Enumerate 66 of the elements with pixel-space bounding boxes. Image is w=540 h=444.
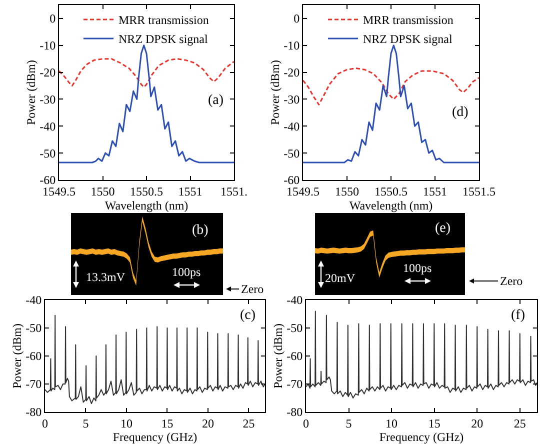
y-tick-label: -20: [284, 66, 300, 80]
x-tick-label: 15: [161, 416, 174, 430]
x-tick-label: 5: [82, 416, 89, 430]
y-tick-label: -50: [40, 146, 56, 160]
line-series: [306, 310, 537, 398]
line-series: [303, 44, 479, 164]
legend-label: NRZ DPSK signal: [118, 32, 209, 46]
y-tick-label: 0: [294, 12, 300, 26]
legend-label: MRR transmission: [118, 13, 209, 28]
x-axis-title: Wavelength (nm): [104, 198, 188, 212]
x-axis-title: Frequency (GHz): [112, 430, 198, 444]
annotation: (a): [208, 93, 224, 108]
x-tick-label: 20: [202, 416, 214, 430]
y-axis-title: Power (dBm): [24, 60, 38, 125]
text: Zero: [500, 274, 523, 288]
y-tick-label: -50: [26, 321, 42, 336]
y-tick-label: -60: [26, 349, 42, 364]
text: (b): [192, 223, 209, 238]
y-tick-label: -80: [26, 405, 42, 420]
x-tick-label: 5: [346, 416, 352, 430]
y-tick-label: -10: [284, 38, 300, 53]
y-tick-label: -60: [286, 349, 303, 364]
text: Zero: [241, 282, 264, 296]
y-axis-title: Power (dBm): [270, 324, 285, 388]
legend-label: NRZ DPSK signal: [363, 32, 454, 46]
x-tick-label: 20: [471, 416, 484, 430]
y-axis-title: Power (dBm): [268, 60, 282, 125]
y-tick-label: -80: [286, 405, 303, 420]
x-tick-label: 10: [120, 416, 132, 430]
y-tick-label: -50: [286, 321, 303, 336]
y-tick-label: -50: [284, 146, 300, 160]
y-tick-label: -10: [40, 38, 56, 53]
annotation: (d): [452, 105, 469, 120]
legend-label: MRR transmission: [363, 13, 454, 28]
line-series: [303, 68, 479, 106]
x-tick-label: 15: [428, 416, 440, 430]
x-tick-label: 10: [386, 416, 398, 430]
y-tick-label: -40: [284, 119, 300, 134]
y-tick-label: -40: [40, 119, 56, 134]
y-tick-label: -40: [26, 293, 42, 308]
x-axis-title: Wavelength (nm): [349, 198, 433, 212]
text: 13.3mV: [86, 270, 126, 284]
x-tick-label: 1550.5: [374, 184, 408, 198]
x-tick-label: 1550.5: [130, 184, 163, 198]
x-tick-label: 25: [242, 416, 255, 430]
x-tick-label: 1550: [90, 184, 115, 198]
x-tick-label: 1551: [423, 184, 447, 198]
annotation: (c): [240, 308, 256, 323]
y-tick-label: -40: [286, 293, 303, 308]
x-tick-label: 25: [514, 416, 526, 430]
x-tick-label: 1551: [178, 184, 202, 198]
annotation: (f): [511, 308, 526, 323]
y-tick-label: -70: [286, 377, 303, 392]
x-axis-title: Frequency (GHz): [379, 430, 464, 444]
x-tick-label: 1550: [335, 184, 359, 198]
y-tick-label: -30: [284, 92, 300, 106]
y-tick-label: -20: [40, 66, 56, 80]
x-tick-label: 1551.: [220, 184, 248, 198]
y-axis-title: Power (dBm): [10, 324, 24, 388]
text: 100ps: [172, 265, 201, 279]
y-tick-label: -30: [40, 92, 56, 106]
line-series: [59, 58, 234, 88]
y-tick-label: 0: [50, 12, 56, 26]
line-series: [59, 44, 234, 164]
x-tick-label: 1551.5: [462, 184, 496, 198]
y-tick-label: -70: [26, 377, 42, 392]
